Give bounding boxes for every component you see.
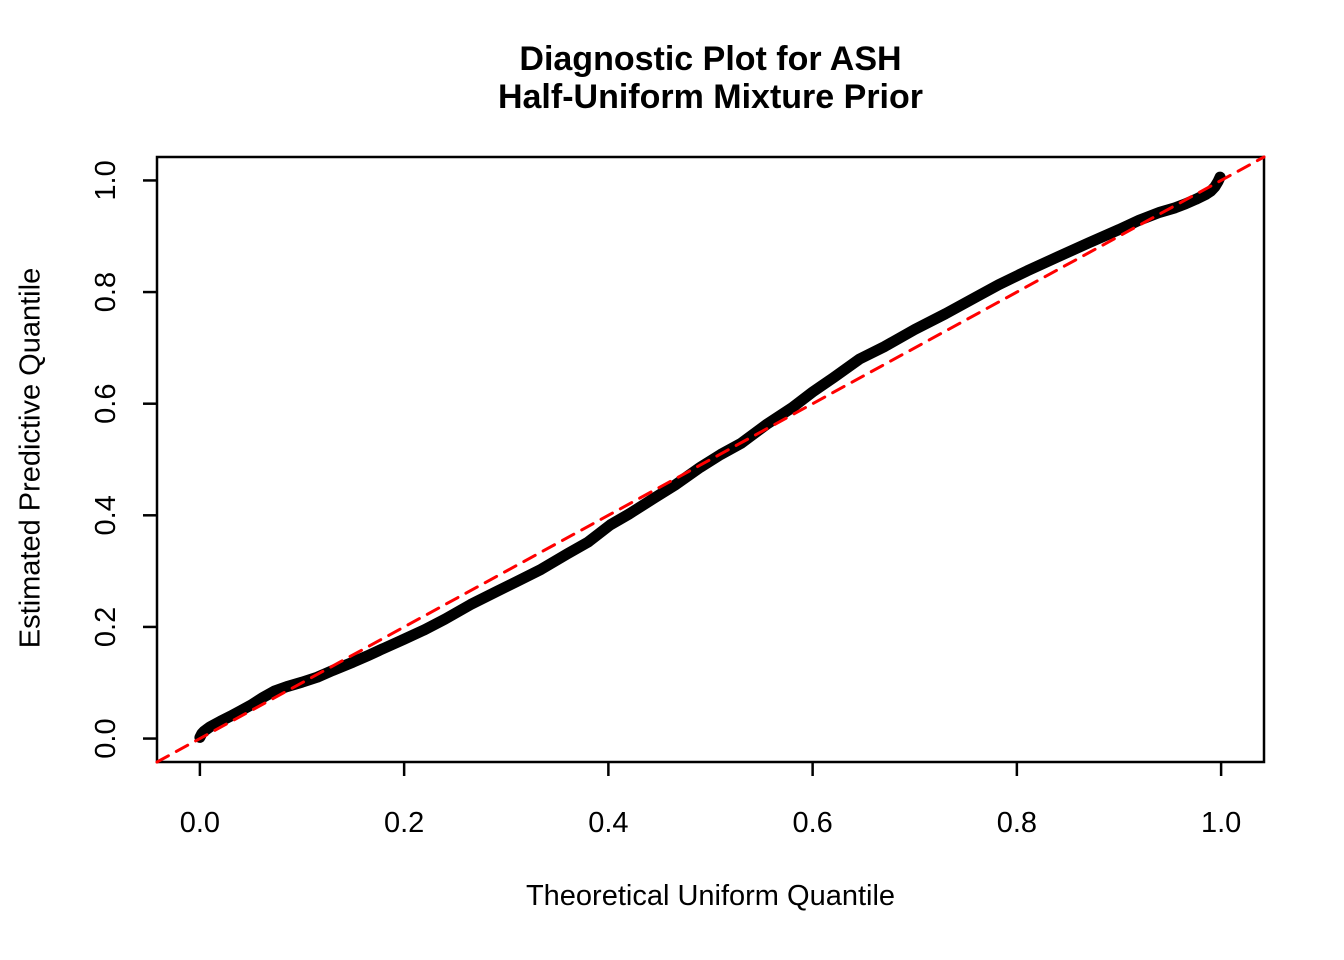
x-axis-tick-label: 0.0: [180, 807, 220, 839]
x-axis-tick-label: 0.8: [997, 807, 1037, 839]
y-axis-tick-label: 0.6: [90, 384, 122, 424]
x-axis-tick-label: 0.2: [384, 807, 424, 839]
x-axis-tick-label: 0.4: [588, 807, 628, 839]
y-axis-tick-label: 0.2: [90, 607, 122, 647]
x-axis-tick-label: 0.6: [792, 807, 832, 839]
x-axis-tick-label: 1.0: [1201, 807, 1241, 839]
y-axis-tick-label: 0.4: [90, 495, 122, 535]
chart-title-line2: Half-Uniform Mixture Prior: [497, 78, 924, 116]
y-axis-tick-label: 0.8: [90, 272, 122, 312]
plot-frame: [155, 155, 1266, 764]
y-axis-tick-label: 1.0: [90, 160, 122, 200]
reference-diagonal-line: [155, 155, 1266, 764]
y-axis-label: Estimated Predictive Quantile: [14, 267, 47, 649]
y-axis-tick-label: 0.0: [90, 718, 122, 758]
chart-title: Diagnostic Plot for ASH Half-Uniform Mix…: [157, 40, 1264, 116]
estimated-predictive-quantiles-line: [194, 171, 1226, 743]
x-axis-label: Theoretical Uniform Quantile: [525, 880, 896, 912]
chart-title-line1: Diagnostic Plot for ASH: [519, 40, 902, 78]
